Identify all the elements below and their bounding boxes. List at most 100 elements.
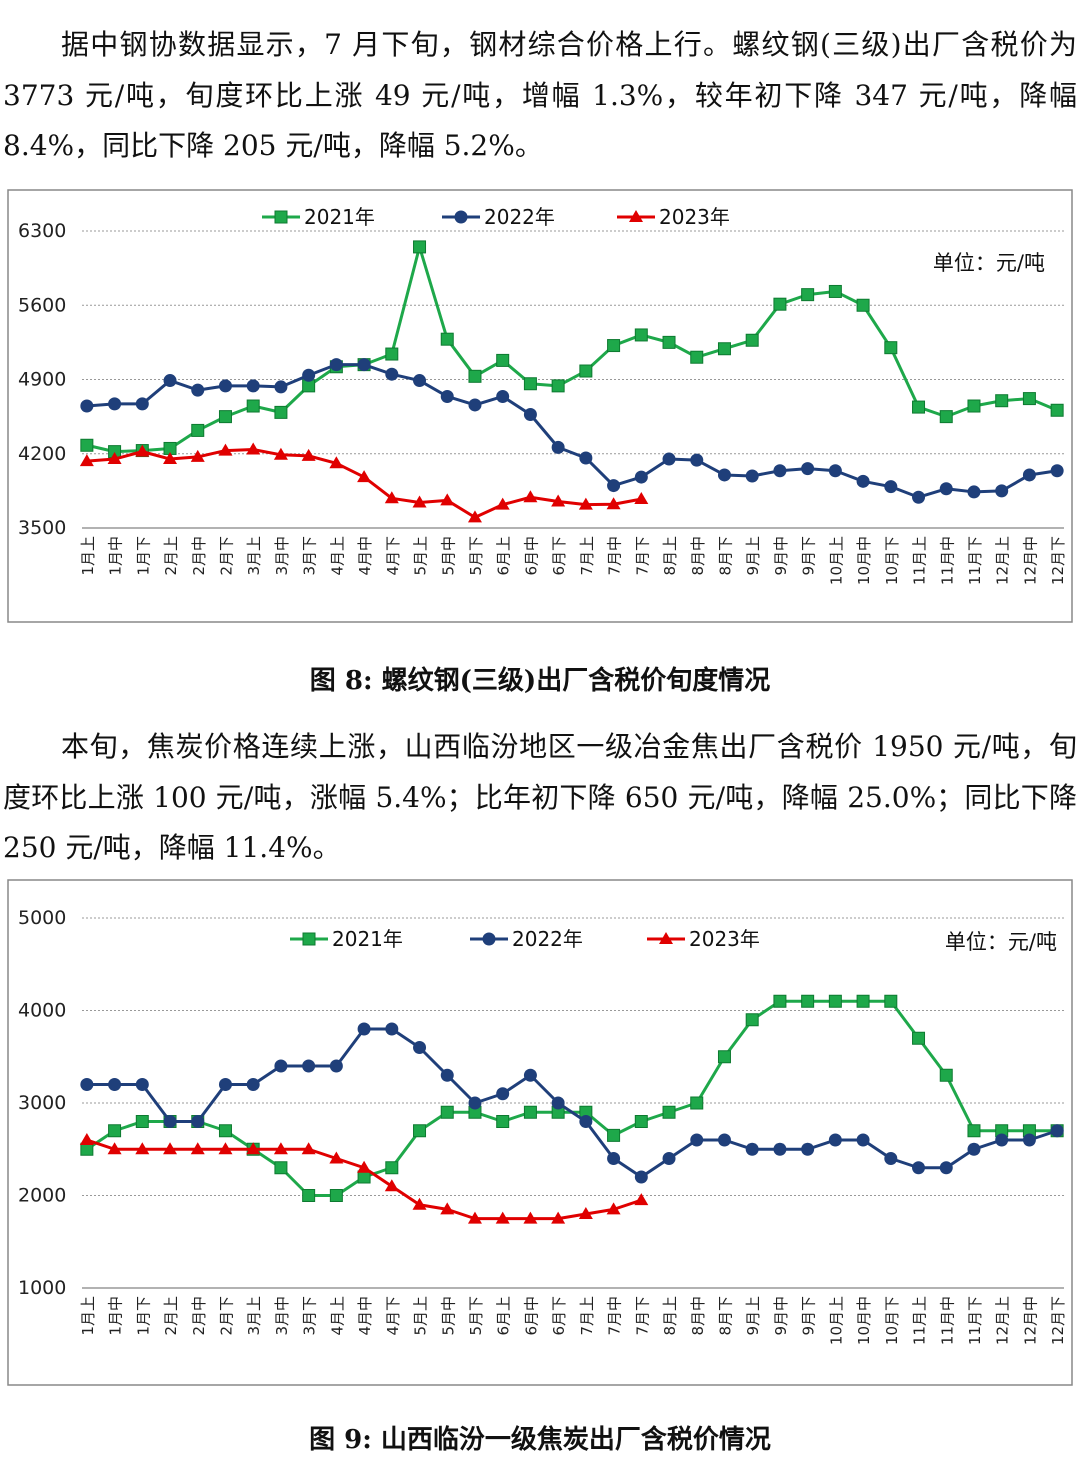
x-tick-label: 10月下: [883, 1296, 901, 1345]
marker: [607, 339, 621, 353]
marker: [274, 380, 288, 394]
marker: [495, 1211, 510, 1224]
marker: [246, 1078, 260, 1091]
x-tick-label: 9月下: [800, 1296, 818, 1336]
marker: [967, 399, 981, 413]
marker: [717, 342, 731, 356]
marker: [939, 410, 953, 424]
marker: [828, 464, 842, 478]
x-tick-label: 12月上: [994, 1296, 1012, 1345]
marker: [690, 350, 704, 364]
marker: [79, 1133, 94, 1145]
marker: [108, 397, 122, 411]
x-tick-label: 7月上: [578, 1296, 596, 1336]
marker: [302, 932, 316, 946]
marker: [579, 451, 593, 465]
marker: [246, 442, 261, 455]
marker: [659, 932, 673, 944]
marker: [995, 394, 1009, 408]
marker: [163, 452, 178, 465]
y-tick-label: 5000: [18, 907, 66, 929]
marker: [607, 1128, 621, 1142]
legend-label: 2023年: [659, 205, 730, 229]
x-tick-label: 3月上: [245, 536, 263, 576]
marker: [191, 423, 205, 437]
marker: [135, 1142, 150, 1155]
x-tick-label: 7月中: [606, 1296, 624, 1336]
x-tick-label: 11月上: [911, 536, 929, 585]
marker: [302, 1059, 316, 1073]
marker: [856, 1133, 870, 1147]
marker: [1022, 468, 1036, 482]
marker: [634, 1193, 649, 1206]
marker: [1050, 403, 1064, 417]
marker: [357, 1160, 372, 1173]
marker: [191, 383, 205, 397]
marker: [745, 1142, 759, 1156]
marker: [246, 379, 260, 393]
marker: [828, 284, 842, 298]
marker: [413, 374, 427, 388]
x-tick-label: 1月中: [107, 536, 125, 576]
x-tick-label: 5月中: [439, 1296, 457, 1336]
marker: [606, 497, 621, 510]
marker: [468, 398, 482, 412]
marker: [967, 485, 981, 499]
x-tick-label: 5月下: [467, 536, 485, 576]
marker: [662, 452, 676, 466]
caption: 图 9: 山西临汾一级焦炭出厂含税价情况: [309, 1425, 771, 1455]
marker: [995, 1133, 1009, 1147]
marker: [634, 470, 648, 484]
marker: [801, 994, 815, 1008]
marker: [495, 497, 510, 510]
marker: [80, 1142, 94, 1156]
x-tick-label: 5月上: [412, 536, 430, 576]
x-tick-label: 9月中: [772, 536, 790, 576]
legend-label: 2021年: [332, 927, 403, 951]
marker: [135, 1115, 149, 1128]
marker: [467, 1211, 482, 1224]
x-tick-label: 8月上: [661, 536, 679, 576]
marker: [274, 405, 288, 419]
marker: [135, 397, 149, 411]
marker: [302, 368, 316, 382]
marker: [523, 408, 537, 422]
marker: [440, 389, 454, 403]
marker: [273, 447, 288, 460]
marker: [218, 1078, 232, 1091]
marker: [440, 1202, 455, 1215]
marker: [482, 932, 496, 946]
marker: [1022, 1133, 1036, 1147]
marker: [745, 469, 759, 483]
marker: [967, 1142, 981, 1156]
x-tick-label: 4月中: [356, 1296, 374, 1336]
marker: [357, 358, 371, 372]
marker: [912, 490, 926, 504]
marker: [440, 493, 455, 506]
x-tick-label: 11月中: [938, 536, 956, 585]
marker: [218, 1124, 232, 1138]
marker: [717, 468, 731, 482]
marker: [413, 1041, 427, 1054]
marker: [856, 994, 870, 1008]
marker: [107, 1142, 122, 1155]
marker: [329, 1189, 343, 1202]
marker: [523, 377, 537, 391]
x-tick-label: 9月下: [800, 536, 818, 576]
x-tick-label: 11月下: [966, 536, 984, 585]
marker: [634, 1115, 648, 1128]
marker: [384, 491, 399, 504]
marker: [884, 480, 898, 494]
x-tick-label: 2月下: [217, 536, 235, 576]
marker: [163, 1142, 178, 1155]
marker: [108, 1078, 122, 1091]
marker: [579, 1115, 593, 1128]
marker: [190, 449, 205, 462]
x-tick-label: 8月下: [716, 1296, 734, 1336]
marker: [607, 1152, 621, 1165]
marker: [884, 341, 898, 355]
y-tick-label: 6300: [18, 220, 66, 242]
marker: [717, 1050, 731, 1064]
x-tick-label: 7月下: [633, 536, 651, 576]
caption: 图 8: 螺纹钢(三级)出厂含税价旬度情况: [309, 666, 771, 696]
